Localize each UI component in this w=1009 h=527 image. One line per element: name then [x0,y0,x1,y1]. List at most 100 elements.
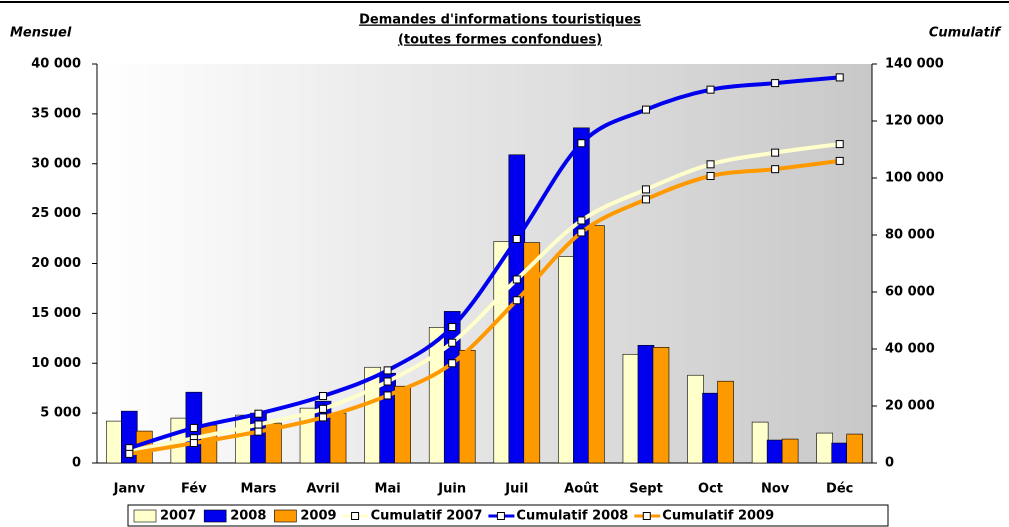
bar [493,241,511,464]
y2-tick-label: 0 [885,456,894,471]
marker [706,85,715,94]
bar [766,439,784,464]
y2-tick-label: 120 000 [885,114,944,129]
marker [835,140,844,149]
y2-tick-label: 140 000 [885,57,944,72]
marker [512,234,521,243]
marker [383,366,392,375]
bar [458,349,476,464]
marker [448,323,457,332]
marker [577,139,586,148]
x-tick-label: Nov [761,482,790,497]
bar [523,242,541,464]
marker [254,427,263,436]
bar [717,380,734,464]
legend-swatch [203,509,227,523]
marker [319,392,328,401]
marker [835,73,844,82]
legend-swatch [133,509,157,523]
bar [831,442,849,464]
y2-axis-label: Cumulatif [929,26,1002,41]
marker [706,172,715,181]
bar [637,344,655,464]
legend-label: 2008 [230,509,266,524]
marker [641,195,650,204]
x-tick-label: Sept [629,482,663,497]
marker [254,409,263,418]
marker [319,404,328,413]
x-tick-label: Avril [306,482,339,497]
y2-tick-label: 40 000 [885,342,935,357]
legend-label: 2009 [300,509,336,524]
bar [200,424,218,464]
marker [641,185,650,194]
marker [448,338,457,347]
marker [771,165,780,174]
x-tick-label: Oct [698,482,723,497]
y-tick-label: 0 [72,456,81,471]
legend-marker [642,512,651,520]
marker [835,156,844,165]
y-tick-label: 5 000 [40,406,81,421]
bar [846,433,864,464]
x-tick-label: Déc [826,482,853,497]
y-tick-label: 35 000 [31,106,81,121]
bar [816,432,834,464]
marker [189,439,198,448]
legend-marker [496,512,505,520]
marker [771,79,780,88]
legend-swatch [274,509,297,523]
x-tick-label: Août [564,482,598,497]
bar [781,438,799,464]
marker [383,377,392,386]
y-tick-label: 30 000 [31,156,81,171]
legend-marker [351,512,360,520]
x-tick-label: Juil [504,482,528,497]
bar [235,414,252,464]
bar [329,412,347,464]
legend-label: 2007 [160,509,196,524]
marker [254,420,263,429]
bar [573,127,590,464]
bar [105,420,123,464]
y-axis-label: Mensuel [10,26,72,41]
marker [577,228,586,237]
y-tick-label: 20 000 [31,256,81,271]
marker [706,160,715,169]
marker [319,413,328,422]
bar [394,385,411,464]
marker [641,105,650,114]
bar [558,256,575,464]
marker [448,359,457,368]
marker [125,449,134,458]
marker [577,216,586,225]
chart-title: Demandes d'informations touristiques [359,13,641,28]
y2-tick-label: 100 000 [885,171,944,186]
x-tick-label: Mars [241,482,277,497]
bar [687,374,704,464]
x-tick-label: Fév [181,482,207,497]
x-tick-label: Mai [375,482,401,497]
y-tick-label: 15 000 [31,306,81,321]
y2-tick-label: 20 000 [885,399,935,414]
bar [588,225,605,464]
y2-tick-label: 60 000 [885,285,935,300]
chart-subtitle: (toutes formes confondues) [398,33,602,48]
legend-label: Cumulatif 2009 [662,509,774,524]
marker [189,423,198,432]
marker [771,148,780,157]
marker [512,296,521,305]
y-tick-label: 10 000 [31,356,81,371]
bar [751,421,769,464]
legend-label: Cumulatif 2007 [371,509,483,524]
plot-area [97,64,872,463]
y-tick-label: 40 000 [31,57,81,72]
y2-tick-label: 80 000 [885,228,935,243]
bar [652,346,670,464]
marker [512,275,521,284]
bar [702,392,719,464]
y-tick-label: 25 000 [31,206,81,221]
x-tick-label: Janv [113,482,146,497]
x-tick-label: Juin [437,482,466,497]
bar [379,372,396,464]
